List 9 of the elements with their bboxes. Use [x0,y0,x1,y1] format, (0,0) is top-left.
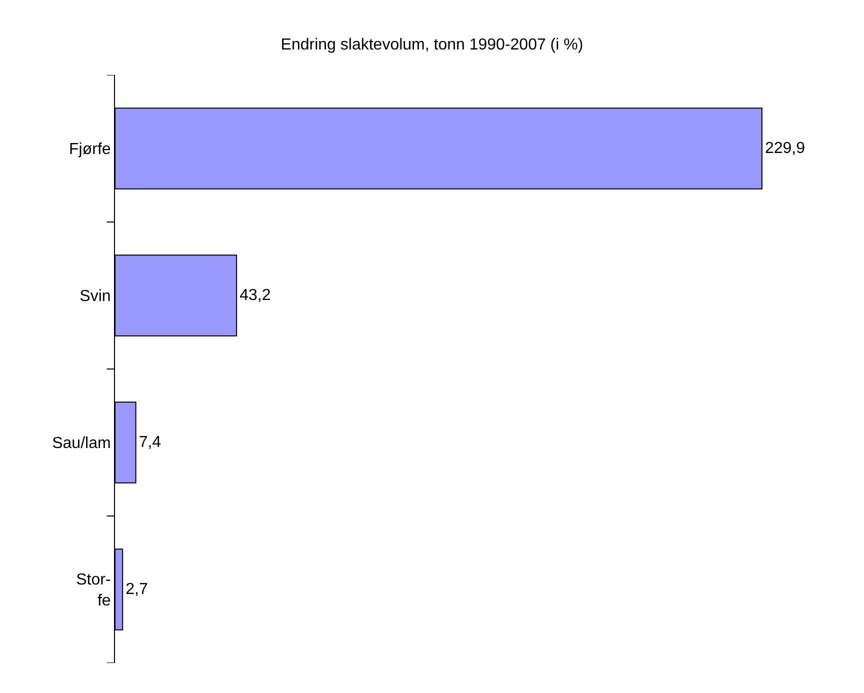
y-tick-label: Svin [80,288,111,306]
data-label: 229,9 [764,140,806,157]
chart-title: Endring slaktevolum, tonn 1990-2007 (i %) [280,36,584,54]
data-label: 2,7 [126,581,148,598]
y-tick-label: Fjørfe [69,141,111,158]
y-tick-label: Sau/lam [52,435,111,452]
data-label: 7,4 [138,434,162,452]
y-tick-label: Stor- fe [76,572,111,610]
data-label: 43,2 [240,287,271,304]
